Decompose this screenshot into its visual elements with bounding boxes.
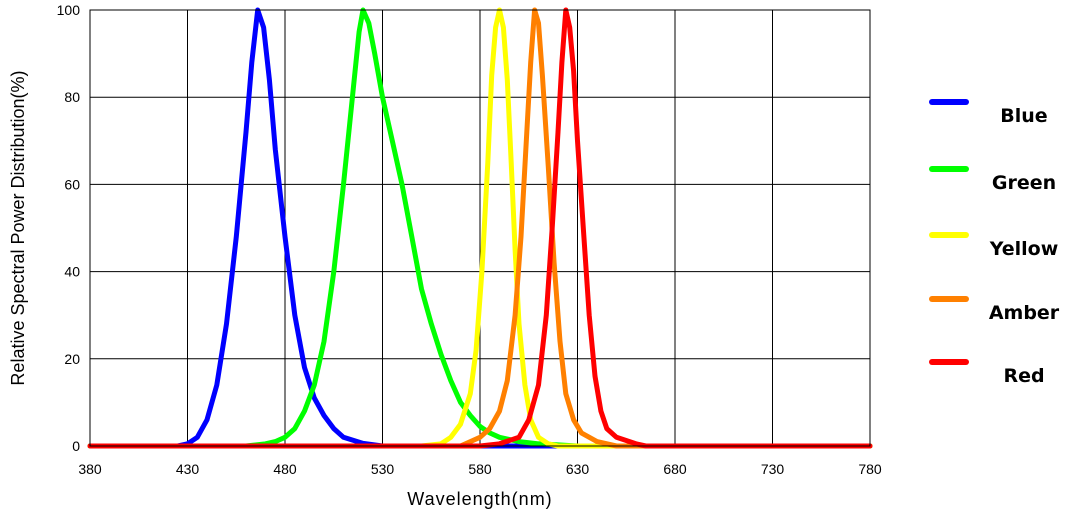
x-tick-label: 630 [566, 461, 590, 477]
legend-label-blue: Blue [1000, 105, 1047, 127]
x-tick-label: 730 [761, 461, 785, 477]
y-axis-label: Relative Spectral Power Distribution(%) [8, 70, 28, 385]
y-tick-label: 40 [64, 264, 80, 280]
x-tick-label: 480 [273, 461, 297, 477]
x-tick-label: 680 [663, 461, 687, 477]
plot-frame [89, 9, 871, 447]
grid-lines [90, 10, 870, 446]
x-tick-label: 430 [176, 461, 200, 477]
y-tick-label: 100 [57, 2, 81, 18]
legend: Blue Green Yellow Amber Red [929, 99, 1060, 387]
x-axis-label: Wavelength(nm) [407, 489, 552, 509]
legend-label-green: Green [992, 172, 1056, 194]
y-tick-label: 80 [64, 89, 80, 105]
y-tick-label: 0 [72, 438, 80, 454]
x-tick-label: 530 [371, 461, 395, 477]
series-line-blue [87, 7, 873, 449]
y-tick-label: 60 [64, 176, 80, 192]
legend-label-red: Red [1003, 365, 1044, 387]
legend-label-yellow: Yellow [989, 238, 1059, 260]
x-tick-labels: 380 430 480 530 580 630 680 730 780 [78, 461, 882, 477]
series-line-red [87, 7, 873, 449]
x-tick-label: 380 [78, 461, 102, 477]
legend-label-amber: Amber [989, 302, 1060, 324]
x-tick-label: 780 [858, 461, 882, 477]
x-tick-label: 580 [468, 461, 492, 477]
y-tick-label: 20 [64, 351, 80, 367]
y-tick-labels: 0 20 40 60 80 100 [57, 2, 81, 454]
